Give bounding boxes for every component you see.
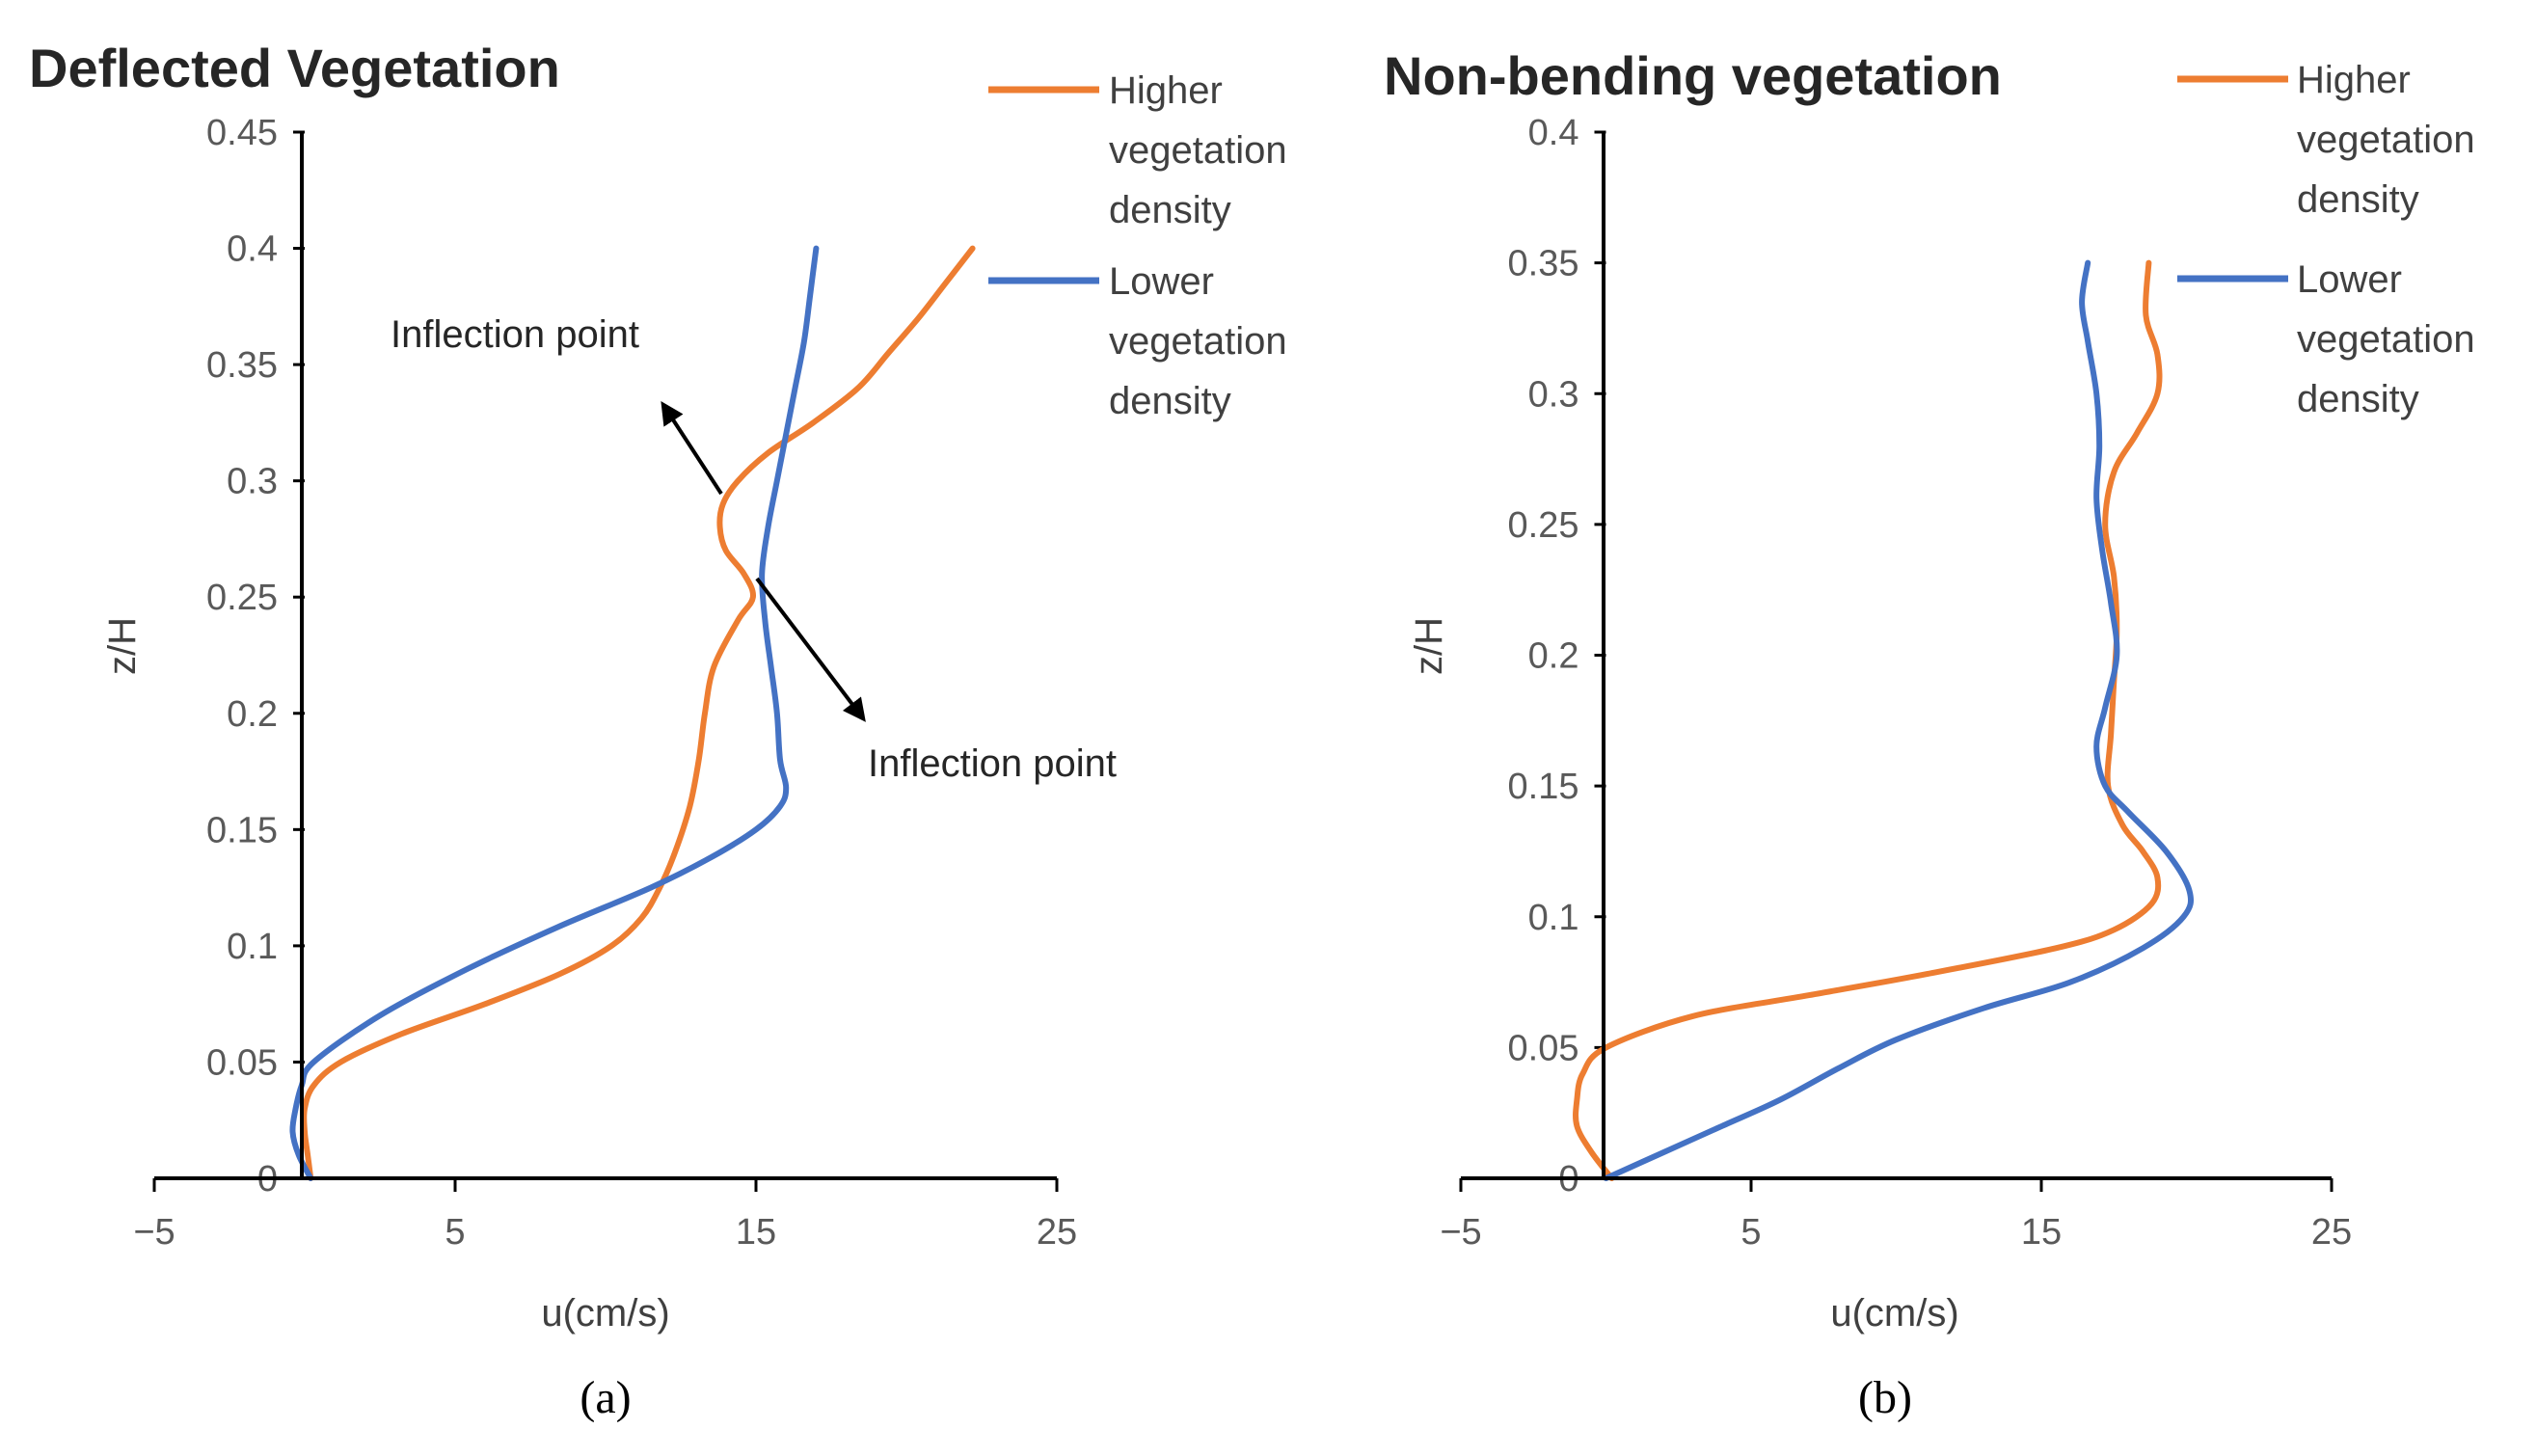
chart-b-x-axis-title: u(cm/s): [1830, 1292, 1958, 1335]
x-tick-label: 25: [1037, 1212, 1077, 1253]
y-tick-label: 0.15: [206, 810, 278, 850]
chart-a-legend-label-lower-3: density: [1109, 380, 1231, 422]
chart-b-title: Non-bending vegetation: [1384, 45, 2002, 106]
chart-a-inflection-arrow-upper: [661, 400, 723, 496]
chart-a-caption: (a): [580, 1372, 631, 1423]
chart-a-legend: Higher vegetation density Lower vegetati…: [988, 69, 1287, 422]
y-tick-label: 0.4: [227, 229, 278, 270]
chart-b-legend-label-higher-2: vegetation: [2297, 119, 2475, 161]
chart-b-legend: Higher vegetation density Lower vegetati…: [2177, 59, 2475, 420]
chart-b-legend-label-lower-1: Lower: [2297, 258, 2402, 301]
chart-a: Deflected Vegetation 00.050.10.150.20.25…: [29, 38, 1287, 1423]
y-tick-label: 0.3: [1528, 374, 1579, 415]
chart-a-inflection-arrow-lower: [755, 577, 866, 722]
y-tick-label: 0.05: [206, 1042, 278, 1083]
x-tick-label: 5: [1740, 1212, 1761, 1253]
x-tick-label: 5: [445, 1212, 465, 1253]
chart-a-title: Deflected Vegetation: [29, 38, 560, 98]
y-tick-label: 0.3: [227, 462, 278, 502]
chart-b-legend-label-higher-3: density: [2297, 178, 2419, 221]
y-tick-label: 0.05: [1508, 1028, 1579, 1068]
y-tick-label: 0.15: [1508, 767, 1579, 807]
x-tick-label: −5: [1440, 1212, 1481, 1253]
series-line-higher-density: [1573, 259, 2163, 1181]
series-line-lower-density: [1603, 259, 2195, 1181]
chart-a-inflection-label-upper: Inflection point: [391, 313, 639, 356]
chart-a-legend-label-lower-2: vegetation: [1109, 320, 1287, 363]
x-tick-label: 15: [2021, 1212, 2062, 1253]
x-tick-label: −5: [133, 1212, 175, 1253]
chart-a-legend-label-higher-1: Higher: [1109, 69, 1223, 112]
chart-a-x-ticks: −5 5 15 25: [133, 1178, 1077, 1253]
chart-a-series: [289, 245, 976, 1181]
chart-a-x-axis-title: u(cm/s): [541, 1292, 669, 1335]
y-tick-label: 0.1: [1528, 898, 1579, 938]
y-tick-label: 0.25: [206, 578, 278, 618]
series-line-lower-density: [289, 245, 820, 1181]
y-tick-label: 0.35: [206, 345, 278, 386]
chart-a-legend-label-lower-1: Lower: [1109, 260, 1214, 303]
y-tick-label: 0.1: [227, 927, 278, 967]
y-tick-label: 0.35: [1508, 244, 1579, 284]
y-tick-label: 0.2: [227, 694, 278, 735]
chart-b-series: [1573, 259, 2195, 1181]
chart-b-x-ticks: −5 5 15 25: [1440, 1178, 2352, 1253]
y-tick-label: 0.45: [206, 113, 278, 153]
chart-a-legend-label-higher-2: vegetation: [1109, 129, 1287, 172]
chart-b-y-ticks: 00.050.10.150.20.250.30.350.4: [1508, 113, 1606, 1200]
chart-a-legend-label-higher-3: density: [1109, 189, 1231, 231]
chart-a-y-ticks: 00.050.10.150.20.250.30.350.40.45: [206, 113, 305, 1200]
chart-b-legend-label-lower-2: vegetation: [2297, 318, 2475, 361]
x-tick-label: 15: [736, 1212, 776, 1253]
x-tick-label: 25: [2311, 1212, 2352, 1253]
y-tick-label: 0.4: [1528, 113, 1579, 153]
chart-a-y-axis-title: z/H: [101, 617, 144, 675]
chart-b-legend-label-higher-1: Higher: [2297, 59, 2411, 101]
chart-a-inflection-label-lower: Inflection point: [868, 742, 1117, 785]
chart-b-legend-label-lower-3: density: [2297, 378, 2419, 420]
series-line-higher-density: [301, 245, 976, 1181]
y-tick-label: 0.25: [1508, 505, 1579, 546]
chart-b: Non-bending vegetation 00.050.10.150.20.…: [1384, 45, 2475, 1423]
chart-b-caption: (b): [1858, 1372, 1912, 1423]
y-tick-label: 0.2: [1528, 636, 1579, 677]
chart-b-y-axis-title: z/H: [1408, 617, 1450, 675]
